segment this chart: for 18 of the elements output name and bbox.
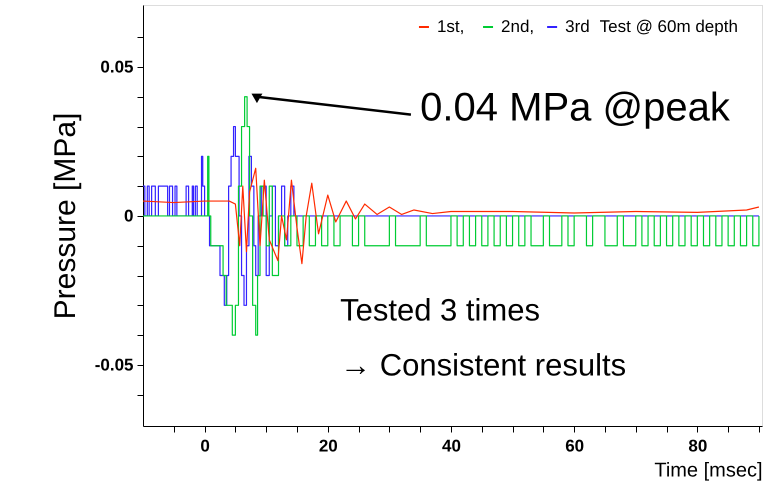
legend-title: Test @ 60m depth	[600, 17, 738, 36]
annotation: 0.04 MPa @peak	[420, 86, 731, 130]
annotation: → Consistent results	[340, 347, 626, 382]
x-tick-label: 20	[318, 436, 338, 456]
y-tick-label: 0.05	[100, 57, 134, 76]
y-tick-label: 0	[124, 206, 134, 226]
x-tick-label: 40	[442, 436, 461, 456]
line-series	[143, 168, 760, 264]
x-tick-label: 80	[688, 436, 708, 456]
y-axis-title: Pressure [MPa]	[48, 112, 82, 320]
legend-label: 3rd	[565, 17, 590, 36]
x-tick-label: 60	[565, 436, 584, 456]
y-tick-label: -0.05	[94, 355, 134, 374]
x-tick-label: 0	[200, 436, 210, 456]
legend-label: 1st,	[436, 17, 464, 36]
annotation: Tested 3 times	[340, 292, 540, 328]
x-axis-title: Time [msec]	[654, 460, 762, 482]
legend-label: 2nd,	[501, 17, 534, 36]
